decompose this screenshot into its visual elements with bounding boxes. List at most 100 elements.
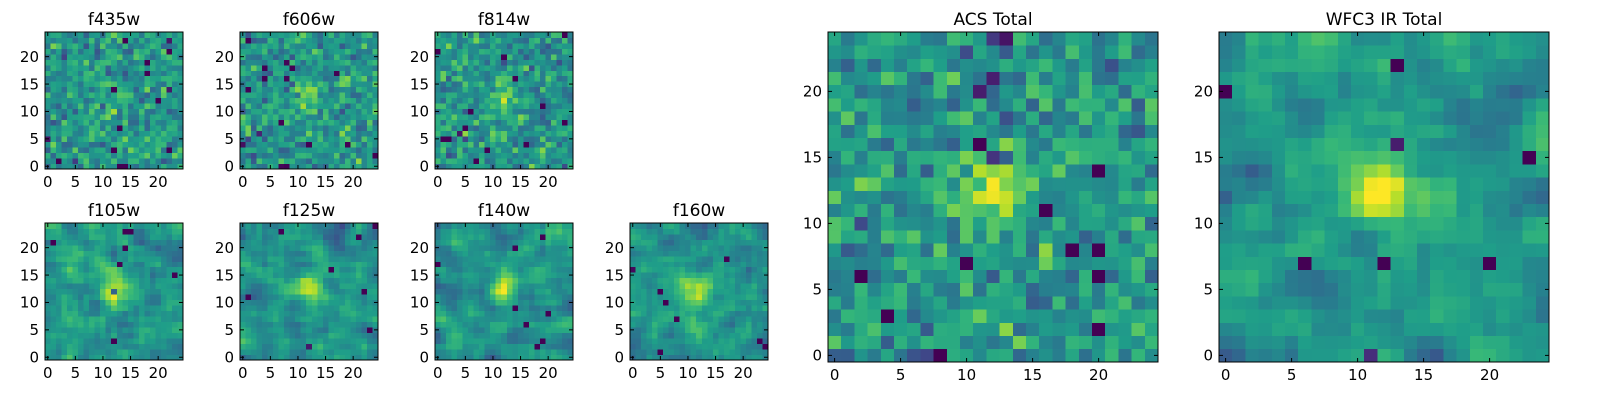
heatmap-cell <box>83 53 90 60</box>
heatmap-cell <box>262 349 268 355</box>
heatmap-cell <box>256 81 263 88</box>
heatmap-cell <box>641 305 647 312</box>
heatmap-cell <box>539 119 546 126</box>
heatmap-cell <box>262 42 268 49</box>
heatmap-cell <box>50 53 57 60</box>
heatmap-cell <box>473 277 480 284</box>
heatmap-cell <box>166 250 173 257</box>
heatmap-cell <box>155 294 162 301</box>
heatmap-cell <box>289 32 296 38</box>
heatmap-cell <box>245 250 252 257</box>
heatmap-cell <box>1105 216 1119 231</box>
heatmap-cell <box>685 266 692 273</box>
heatmap-cell <box>300 125 307 132</box>
heatmap-cell <box>245 316 252 323</box>
heatmap-cell <box>841 256 855 270</box>
heatmap-cell <box>479 327 486 333</box>
heatmap-cell <box>171 223 178 229</box>
heatmap-cell <box>262 119 268 126</box>
heatmap-cell <box>652 343 658 350</box>
heatmap-cell <box>718 266 725 273</box>
heatmap-cell <box>317 130 324 137</box>
heatmap-cell <box>690 255 697 262</box>
heatmap-cell <box>556 261 563 268</box>
heatmap-cell <box>311 119 318 126</box>
heatmap-cell <box>679 327 686 333</box>
heatmap-cell <box>138 250 145 257</box>
heatmap-cell <box>240 288 246 295</box>
heatmap-cell <box>490 228 497 235</box>
heatmap-cell <box>116 338 123 344</box>
heatmap-cell <box>245 255 252 262</box>
heatmap-cell <box>149 59 156 66</box>
heatmap-cell <box>355 59 362 66</box>
heatmap-cell <box>251 294 257 301</box>
heatmap-cell <box>100 327 107 333</box>
heatmap-cell <box>138 338 145 344</box>
heatmap-cell <box>484 147 491 153</box>
heatmap-cell <box>435 310 441 317</box>
heatmap-cell <box>94 136 101 142</box>
heatmap-cell <box>333 42 340 49</box>
heatmap-cell <box>501 239 508 246</box>
heatmap-cell <box>999 282 1014 297</box>
heatmap-cell <box>262 332 268 339</box>
heatmap-cell <box>317 332 324 339</box>
heatmap-cell <box>663 305 670 312</box>
heatmap-cell <box>506 103 513 110</box>
heatmap-cell <box>122 277 129 284</box>
heatmap-cell <box>512 97 519 104</box>
heatmap-cell <box>729 272 736 279</box>
heatmap-cell <box>144 114 151 121</box>
heatmap-cell <box>657 283 664 290</box>
heatmap-cell <box>306 266 313 273</box>
heatmap-cell <box>322 288 329 295</box>
heatmap-cell <box>484 64 491 71</box>
heatmap-cell <box>267 316 274 323</box>
heatmap-cell <box>361 59 368 66</box>
heatmap-cell <box>262 108 268 115</box>
heatmap-cell <box>740 338 747 344</box>
heatmap-cell <box>344 42 351 49</box>
heatmap-cell <box>45 316 51 323</box>
heatmap-cell <box>245 37 252 44</box>
heatmap-cell <box>539 125 546 132</box>
heatmap-cell <box>446 141 452 148</box>
heatmap-cell <box>528 147 535 153</box>
heatmap-cell <box>372 349 379 355</box>
heatmap-cell <box>240 64 246 71</box>
heatmap-cell <box>105 228 112 235</box>
heatmap-cell <box>550 48 557 55</box>
heatmap-cell <box>523 239 530 246</box>
heatmap-cell <box>267 141 274 148</box>
heatmap-cell <box>284 272 291 279</box>
heatmap-cell <box>245 125 252 132</box>
heatmap-cell <box>1012 256 1027 270</box>
heatmap-cell <box>473 316 480 323</box>
heatmap-cell <box>322 125 329 132</box>
heatmap-cell <box>355 136 362 142</box>
heatmap-cell <box>149 114 156 121</box>
heatmap-cell <box>462 338 469 344</box>
heatmap-cell <box>166 266 173 273</box>
heatmap-cell <box>78 75 85 82</box>
heatmap-cell <box>468 277 475 284</box>
heatmap-cell <box>289 266 296 273</box>
heatmap-cell <box>133 255 140 262</box>
heatmap-cell <box>61 244 68 251</box>
heatmap-cell <box>273 316 280 323</box>
heatmap-cell <box>284 114 291 121</box>
heatmap-cell <box>1026 296 1040 310</box>
heatmap-cell <box>133 141 140 148</box>
heatmap-cell <box>67 163 73 170</box>
heatmap-cell <box>756 299 763 306</box>
heatmap-cell <box>300 228 307 235</box>
heatmap-cell <box>144 250 151 257</box>
heatmap-cell <box>523 141 530 148</box>
heatmap-cell <box>245 239 252 246</box>
heatmap-cell <box>160 327 167 333</box>
heatmap-cell <box>1092 164 1106 178</box>
heatmap-cell <box>828 203 842 218</box>
heatmap-cell <box>72 37 79 44</box>
heatmap-cell <box>333 338 340 344</box>
